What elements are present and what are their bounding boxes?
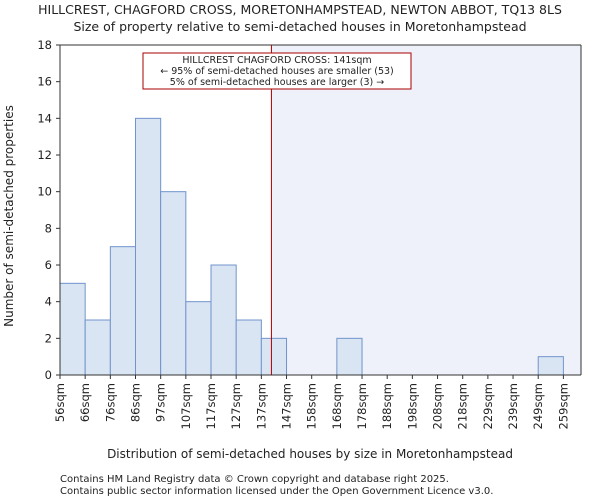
chart-subtitle: Size of property relative to semi-detach… xyxy=(73,19,526,34)
x-tick-label-107sqm: 107sqm xyxy=(179,383,193,429)
x-tick-label-218sqm: 218sqm xyxy=(456,383,470,429)
x-tick-label-259sqm: 259sqm xyxy=(556,383,570,429)
x-tick-label-249sqm: 249sqm xyxy=(531,383,545,429)
x-tick-label-117sqm: 117sqm xyxy=(204,383,218,429)
y-tick-label-9: 18 xyxy=(37,38,52,52)
chart-title: HILLCREST, CHAGFORD CROSS, MORETONHAMPST… xyxy=(38,2,562,17)
bar-66sqm xyxy=(84,319,111,376)
x-tick-label-168sqm: 168sqm xyxy=(330,383,344,429)
x-tick-label-208sqm: 208sqm xyxy=(431,383,445,429)
x-tick-label-239sqm: 239sqm xyxy=(506,383,520,429)
x-ticks-group: 56sqm 66sqm 76sqm 86sqm 97sqm 107sqm 117sqm 127… xyxy=(53,375,570,429)
y-tick-label-6: 12 xyxy=(37,148,52,162)
bar-76sqm xyxy=(109,246,137,376)
x-tick-label-66sqm: 66sqm xyxy=(78,383,92,422)
y-tick-label-4: 8 xyxy=(45,221,52,235)
x-tick-label-76sqm: 76sqm xyxy=(103,383,117,422)
annotation-line-3: 5% of semi-detached houses are larger (3… xyxy=(170,77,384,88)
y-tick-label-5: 10 xyxy=(37,185,52,199)
annotation-box xyxy=(142,52,412,90)
x-tick-label-147sqm: 147sqm xyxy=(280,383,294,429)
y-tick-label-0: 0 xyxy=(45,368,52,382)
bar-86sqm xyxy=(135,117,162,376)
x-tick-label-137sqm: 137sqm xyxy=(254,383,268,429)
x-tick-label-229sqm: 229sqm xyxy=(481,383,495,429)
x-tick-label-178sqm: 178sqm xyxy=(355,383,369,429)
y-tick-label-1: 2 xyxy=(45,331,52,345)
larger-region-shade xyxy=(271,45,581,375)
x-tick-label-127sqm: 127sqm xyxy=(229,383,243,429)
bar-56sqm xyxy=(59,282,86,376)
footer-line-2: Contains public sector information licen… xyxy=(60,486,493,497)
annotation-line-1: HILLCREST CHAGFORD CROSS: 141sqm xyxy=(182,55,371,66)
bar-107sqm xyxy=(185,301,212,376)
bars-group xyxy=(59,117,564,376)
x-tick-label-86sqm: 86sqm xyxy=(129,383,143,422)
y-axis-label: Number of semi-detached properties xyxy=(2,105,16,327)
x-tick-label-198sqm: 198sqm xyxy=(405,383,419,429)
y-tick-label-7: 14 xyxy=(37,111,52,125)
bar-97sqm xyxy=(160,191,187,376)
x-tick-label-97sqm: 97sqm xyxy=(154,383,168,422)
y-ticks-group: 0 2 4 6 8 10 12 14 16 18 xyxy=(37,38,60,382)
bar-127sqm xyxy=(235,319,262,376)
y-tick-label-3: 6 xyxy=(45,258,52,272)
y-tick-label-2: 4 xyxy=(45,295,52,309)
bar-117sqm xyxy=(210,264,237,376)
bar-249sqm xyxy=(537,356,564,376)
bar-168sqm xyxy=(336,337,363,376)
x-tick-label-188sqm: 188sqm xyxy=(380,383,394,429)
y-tick-label-8: 16 xyxy=(37,75,52,89)
bar-137sqm xyxy=(260,337,288,376)
x-tick-label-56sqm: 56sqm xyxy=(53,383,67,422)
x-tick-label-158sqm: 158sqm xyxy=(305,383,319,429)
x-axis-label: Distribution of semi-detached houses by … xyxy=(107,447,513,461)
footer-line-1: Contains HM Land Registry data © Crown c… xyxy=(60,474,449,485)
annotation-line-2: ← 95% of semi-detached houses are smalle… xyxy=(160,66,394,77)
